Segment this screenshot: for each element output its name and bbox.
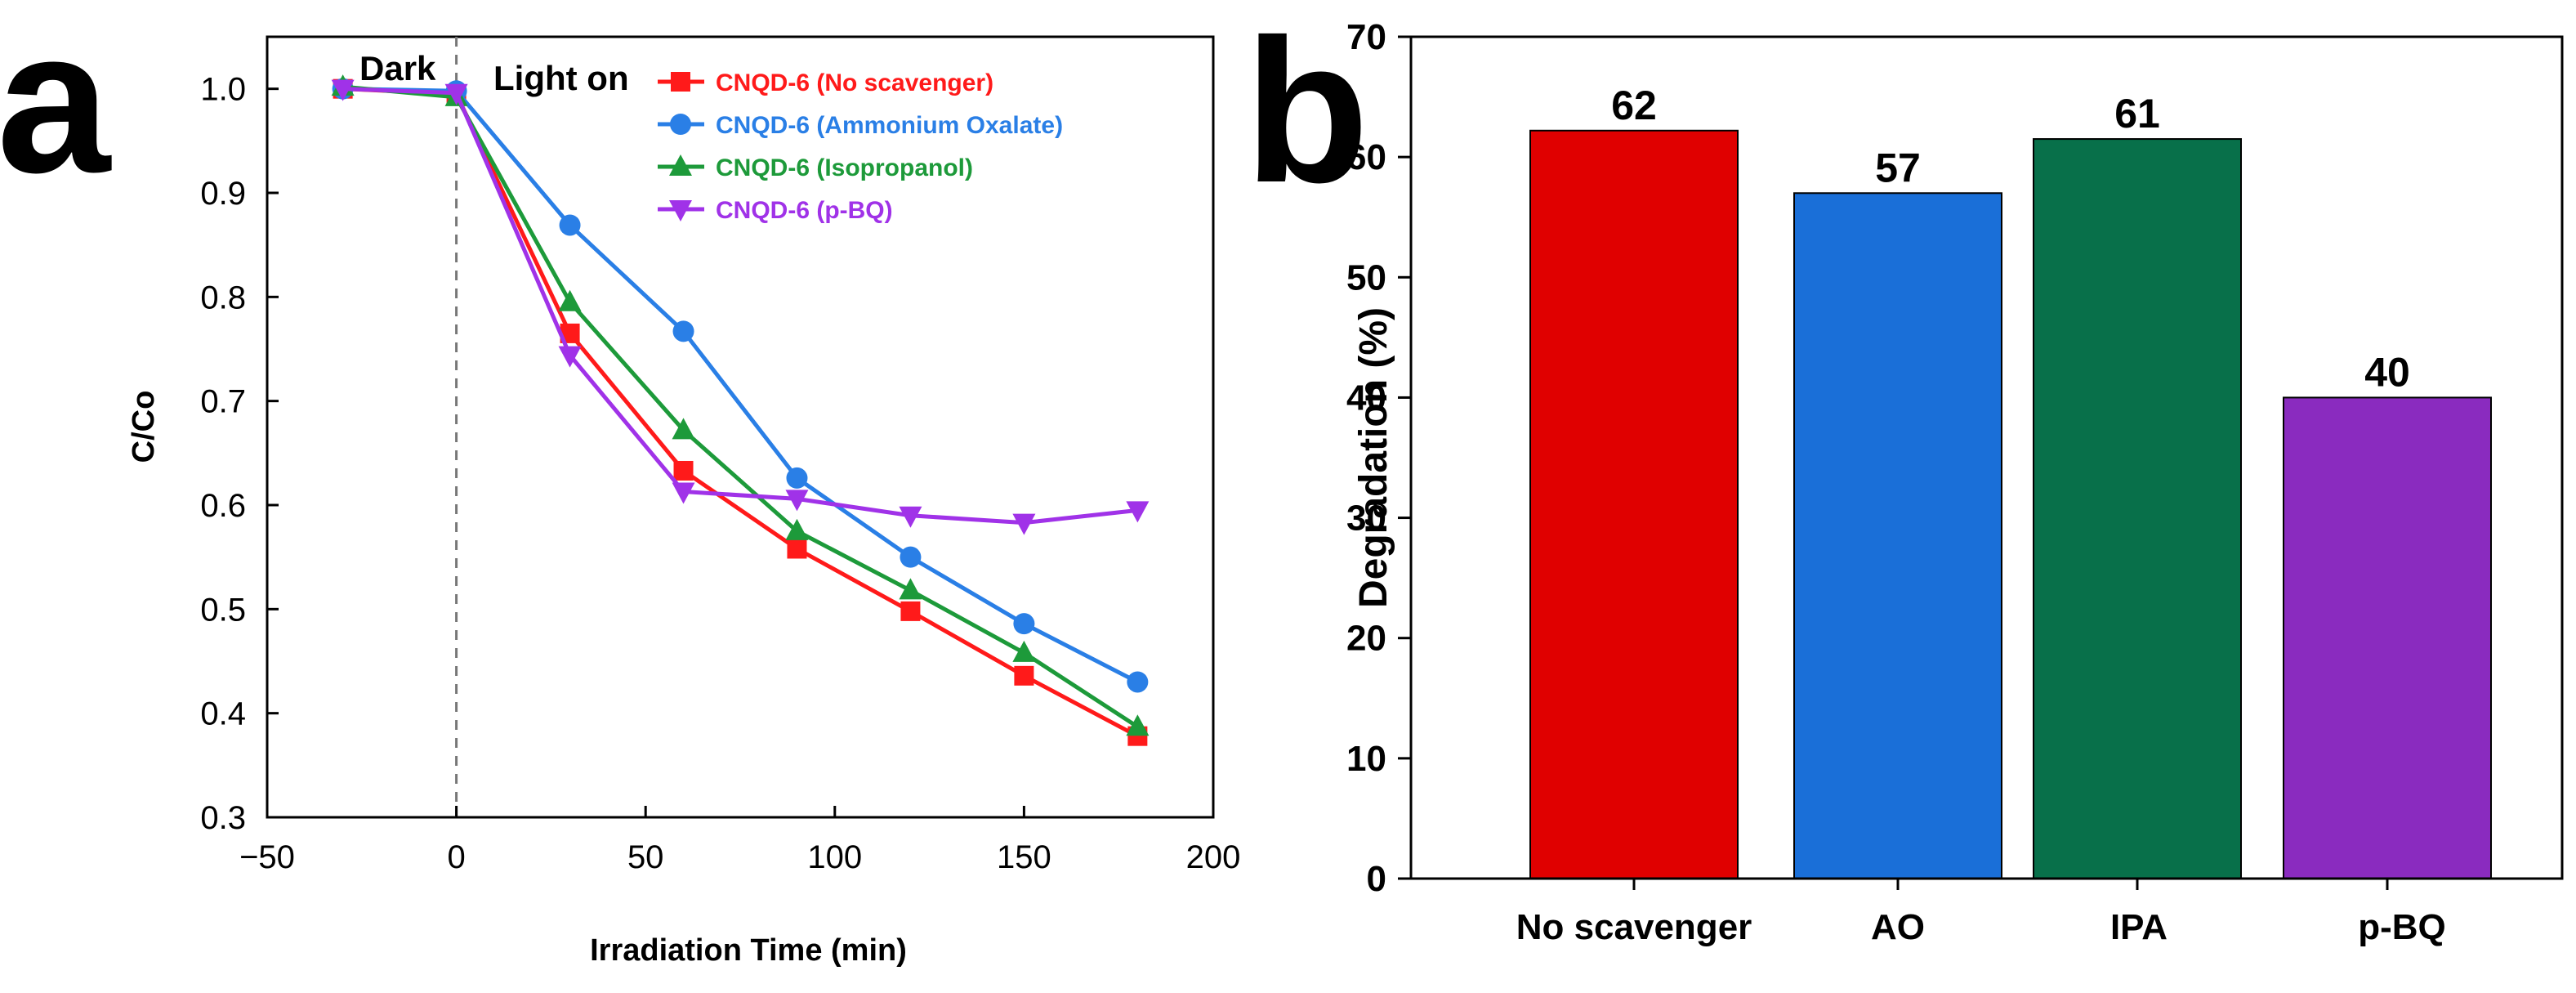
y-tick-label-b: 20 (1346, 619, 1386, 659)
legend-marker (669, 154, 692, 176)
y-tick-label-b: 0 (1367, 859, 1386, 899)
data-point (1013, 613, 1035, 635)
data-point (1126, 501, 1150, 523)
x-tick-label-a: 200 (1186, 839, 1241, 875)
dark-label: Dark (359, 49, 436, 87)
data-point (785, 490, 809, 512)
bar (1529, 129, 1739, 879)
series-line-4 (342, 87, 1138, 526)
x-tick-label-a: 100 (807, 839, 862, 875)
series-line-1 (342, 87, 1139, 738)
y-axis-b: 0 10 20 30 40 50 60 70 (1346, 17, 1411, 899)
data-point (672, 482, 695, 504)
data-point (672, 418, 695, 440)
y-tick-label-a: 1.0 (200, 72, 246, 108)
data-point (1126, 714, 1150, 736)
x-axis-title-a: Irradiation Time (min) (590, 933, 907, 968)
y-tick-label-b: 10 (1346, 739, 1386, 779)
legend-marker (670, 114, 691, 135)
plot-frame-b (1409, 35, 2564, 880)
category-label: AO (1871, 907, 1925, 947)
category-label: IPA (2110, 907, 2168, 947)
legend-label: CNQD-6 (Ammonium Oxalate) (716, 112, 1063, 139)
plot-frame-a (266, 35, 1215, 819)
y-tick-label-a: 0.5 (200, 592, 246, 628)
bar (2033, 138, 2242, 880)
legend-marker (671, 72, 690, 92)
y-tick-label-a: 0.6 (200, 488, 246, 524)
y-axis-title-b: Degradation (%) (1352, 307, 1395, 608)
bar-value-label: 61 (2114, 91, 2160, 136)
data-point (785, 518, 809, 540)
data-point (558, 289, 582, 311)
light-on-label: Light on (493, 59, 629, 97)
legend-label: CNQD-6 (No scavenger) (716, 69, 993, 96)
legend-label: CNQD-6 (Isopropanol) (716, 154, 973, 181)
data-point (444, 83, 468, 105)
data-point (558, 346, 582, 368)
bar-value-label: 62 (1611, 83, 1657, 128)
series-line-3 (342, 84, 1139, 729)
y-tick-label-b: 50 (1346, 257, 1386, 297)
data-point (900, 601, 921, 621)
y-tick-label-a: 0.8 (200, 280, 246, 315)
data-point (673, 460, 694, 481)
y-tick-label-a: 0.9 (200, 176, 246, 212)
data-point (787, 539, 807, 559)
panel-a-letter: a (0, 0, 112, 215)
legend-marker (669, 200, 692, 221)
y-tick-label-b: 60 (1346, 137, 1386, 177)
bar (1793, 192, 2002, 880)
y-tick-label-b: 40 (1346, 378, 1386, 418)
y-tick-label-a: 0.4 (200, 696, 246, 732)
x-axis-b: No scavenger AO IPA p-BQ (1516, 879, 2446, 947)
data-point (1012, 640, 1036, 662)
x-tick-label-a: 50 (627, 839, 664, 875)
legend-label: CNQD-6 (p-BQ) (716, 197, 893, 224)
x-tick-label-a: 150 (997, 839, 1051, 875)
bar-chart: 0 10 20 30 40 50 60 70 62 57 61 40 No scavenger AO I… (1346, 17, 2564, 947)
data-point (672, 320, 694, 342)
x-tick-label-a: 0 (447, 839, 465, 875)
data-point (1127, 671, 1149, 693)
series-line-2 (342, 87, 1139, 684)
legend-a: CNQD-6 (No scavenger) CNQD-6 (Ammonium Ox… (658, 69, 1063, 224)
data-point (899, 578, 922, 600)
y-tick-label-a: 0.3 (200, 800, 246, 836)
x-axis-a: −50 0 50 100 150 200 (239, 806, 1240, 875)
data-point (1012, 513, 1036, 535)
bar (2283, 396, 2492, 879)
data-point (900, 546, 922, 568)
data-point (1014, 665, 1034, 686)
data-point (331, 79, 355, 101)
data-point (559, 214, 581, 236)
bar-value-label: 40 (2364, 349, 2410, 395)
y-axis-a: 0.3 0.4 0.5 0.6 0.7 0.8 0.9 1.0 (200, 72, 279, 836)
panel-b-letter: b (1244, 0, 1369, 225)
category-label: No scavenger (1516, 907, 1752, 947)
bar-value-label: 57 (1875, 145, 1921, 190)
line-chart: Dark Light on −50 0 50 100 150 200 0.30.40.50… (127, 35, 1240, 968)
data-point (899, 506, 922, 528)
y-tick-label-a: 0.7 (200, 384, 246, 420)
data-point (786, 467, 808, 489)
y-axis-title-a: C/Co (127, 391, 161, 463)
bars-group: 62 57 61 40 (1529, 83, 2492, 880)
y-tick-label-b: 30 (1346, 499, 1386, 539)
y-tick-label-b: 70 (1346, 17, 1386, 57)
series-group (331, 74, 1150, 746)
category-label: p-BQ (2358, 907, 2446, 947)
x-tick-label-a: −50 (239, 839, 295, 875)
